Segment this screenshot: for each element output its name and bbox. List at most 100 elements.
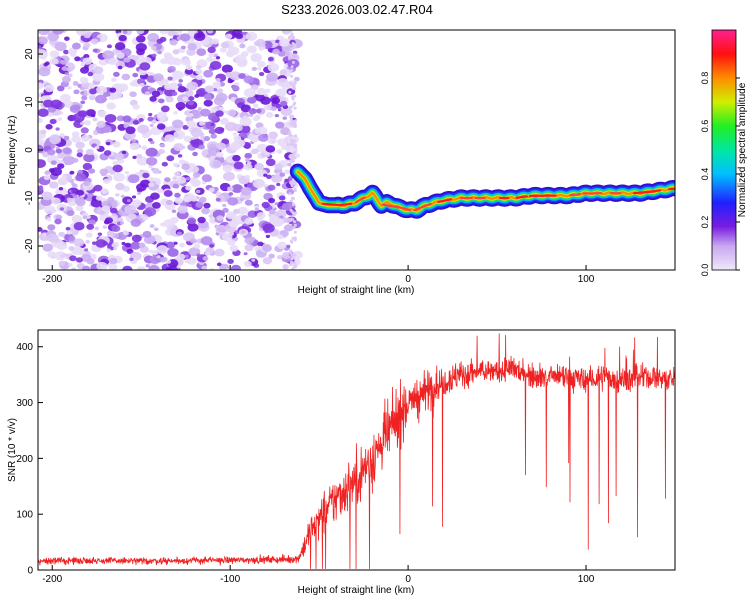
noise-blob bbox=[267, 56, 274, 62]
noise-blob bbox=[215, 110, 224, 117]
noise-blob bbox=[121, 241, 126, 246]
noise-blob bbox=[122, 265, 133, 270]
noise-blob bbox=[76, 148, 84, 154]
heatmap-signal-track bbox=[289, 163, 675, 219]
noise-blob bbox=[77, 110, 88, 118]
noise-blob bbox=[92, 72, 105, 82]
noise-blob bbox=[188, 96, 195, 101]
noise-blob bbox=[83, 153, 95, 163]
noise-blob bbox=[112, 71, 120, 77]
noise-blob bbox=[283, 217, 291, 224]
noise-blob bbox=[278, 195, 286, 201]
noise-blob bbox=[290, 65, 294, 69]
noise-blob bbox=[87, 71, 94, 77]
noise-blob bbox=[290, 74, 294, 78]
noise-blob bbox=[82, 162, 93, 171]
noise-blob bbox=[95, 195, 103, 201]
noise-blob bbox=[102, 241, 108, 246]
noise-blob bbox=[218, 106, 224, 111]
colorbar-tick-label: 0.2 bbox=[700, 216, 710, 229]
noise-blob bbox=[195, 74, 203, 81]
noise-blob bbox=[138, 242, 146, 248]
noise-blob bbox=[129, 91, 137, 98]
snr-x-label: Height of straight line (km) bbox=[298, 585, 415, 596]
noise-blob bbox=[289, 133, 293, 137]
heatmap-noise-layer bbox=[38, 30, 303, 270]
noise-blob bbox=[112, 161, 119, 166]
snr-panel: -200 -100 0 100 0 100 200 300 400 Height of str… bbox=[7, 329, 676, 596]
noise-blob bbox=[165, 266, 173, 270]
noise-blob bbox=[282, 116, 288, 120]
noise-blob bbox=[117, 65, 123, 70]
noise-blob bbox=[232, 132, 237, 136]
noise-blob bbox=[293, 119, 297, 123]
noise-blob bbox=[64, 72, 69, 76]
noise-blob bbox=[214, 248, 225, 257]
noise-blob bbox=[157, 114, 166, 122]
noise-blob bbox=[90, 113, 96, 118]
noise-blob bbox=[291, 60, 295, 64]
noise-blob bbox=[289, 53, 293, 57]
noise-blob bbox=[90, 38, 99, 45]
noise-blob bbox=[114, 42, 126, 51]
noise-blob bbox=[283, 224, 294, 232]
noise-blob bbox=[192, 151, 198, 157]
noise-blob bbox=[89, 88, 97, 95]
noise-blob bbox=[69, 170, 75, 175]
noise-blob bbox=[235, 33, 244, 40]
noise-blob bbox=[184, 254, 189, 258]
noise-blob bbox=[225, 71, 233, 78]
noise-blob bbox=[291, 159, 295, 163]
noise-blob bbox=[45, 124, 53, 130]
noise-blob bbox=[110, 207, 118, 214]
noise-blob bbox=[101, 205, 111, 212]
noise-blob bbox=[279, 172, 286, 177]
noise-blob bbox=[246, 161, 252, 165]
noise-blob bbox=[132, 120, 139, 125]
noise-blob bbox=[209, 244, 215, 248]
noise-blob bbox=[46, 217, 52, 222]
noise-blob bbox=[288, 131, 292, 135]
colorbar-tick-label: 0.6 bbox=[700, 120, 710, 133]
noise-blob bbox=[114, 152, 125, 161]
noise-blob bbox=[74, 196, 85, 205]
noise-blob bbox=[159, 30, 170, 35]
noise-blob bbox=[172, 119, 184, 129]
noise-blob bbox=[293, 156, 297, 160]
noise-blob bbox=[127, 174, 140, 184]
noise-blob bbox=[210, 123, 215, 127]
noise-blob bbox=[292, 50, 298, 55]
noise-blob bbox=[55, 214, 63, 220]
noise-blob bbox=[291, 266, 295, 270]
x-tick-label: 100 bbox=[578, 274, 595, 285]
noise-blob bbox=[80, 91, 85, 95]
noise-blob bbox=[293, 101, 297, 105]
noise-blob bbox=[139, 82, 145, 88]
noise-blob bbox=[271, 174, 283, 183]
noise-blob bbox=[149, 224, 155, 228]
noise-blob bbox=[159, 36, 167, 42]
noise-blob bbox=[172, 183, 179, 189]
colorbar-label: Normalized spectral amplitude bbox=[737, 82, 748, 217]
noise-blob bbox=[132, 155, 137, 159]
noise-blob bbox=[161, 161, 168, 167]
noise-blob bbox=[47, 224, 56, 231]
noise-blob bbox=[193, 32, 206, 42]
noise-blob bbox=[232, 85, 240, 91]
noise-blob bbox=[181, 145, 186, 149]
noise-blob bbox=[210, 133, 217, 139]
noise-blob bbox=[286, 162, 292, 167]
noise-blob bbox=[229, 245, 239, 252]
noise-blob bbox=[265, 158, 276, 167]
noise-blob bbox=[118, 34, 127, 42]
noise-blob bbox=[94, 145, 100, 150]
noise-blob bbox=[93, 130, 98, 134]
noise-blob bbox=[139, 62, 151, 71]
noise-blob bbox=[190, 128, 203, 138]
noise-blob bbox=[156, 188, 164, 194]
snr-y-ticks: 0 100 200 300 400 bbox=[16, 342, 43, 577]
y-tick-label: 100 bbox=[16, 510, 33, 521]
noise-blob bbox=[195, 189, 201, 194]
noise-blob bbox=[79, 76, 89, 84]
noise-blob bbox=[169, 39, 178, 46]
